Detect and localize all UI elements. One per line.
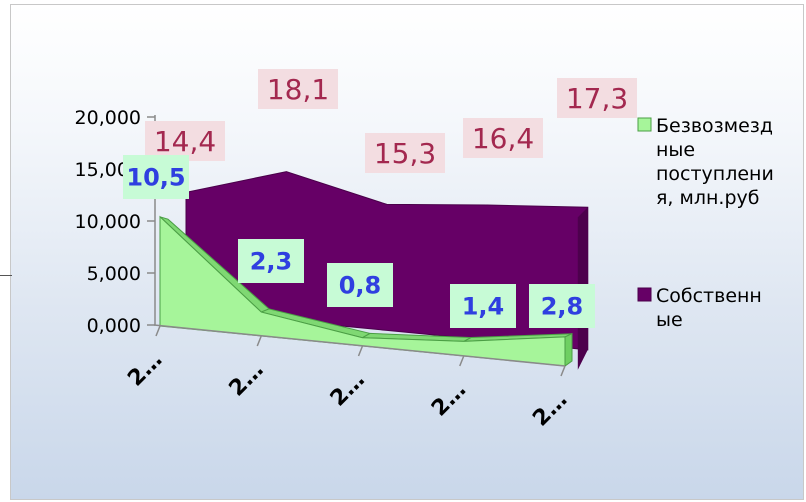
data-label-grant: 2,3 [250, 248, 293, 276]
data-label-grant-bg [123, 155, 189, 199]
data-label-grant: 10,5 [126, 164, 185, 192]
x-tick-label: 2… [427, 377, 471, 421]
y-tick-label: 5,000 [87, 263, 141, 285]
data-label-grant-bg [327, 263, 393, 307]
data-label-grant-bg [450, 284, 516, 328]
data-label-grant-bg [529, 284, 595, 328]
data-label-own-bg [365, 133, 445, 173]
data-label-own-bg [258, 69, 338, 109]
legend-label: я, млн.руб [656, 187, 759, 209]
legend-label: Собственн [656, 285, 762, 307]
y-tick-label: 20,000 [75, 107, 141, 129]
data-label-own-bg [145, 121, 225, 161]
data-label-grant: 2,8 [541, 293, 584, 321]
x-tick [256, 335, 262, 347]
data-label-own: 14,4 [154, 125, 216, 158]
x-tick [357, 345, 364, 357]
y-tick-label: 10,000 [75, 211, 141, 233]
data-label-own: 15,3 [374, 137, 436, 170]
data-label-own: 18,1 [267, 73, 329, 106]
x-axis-line [153, 324, 566, 367]
series-grant-side [564, 332, 573, 367]
x-tick-label: 2… [123, 347, 167, 391]
legend-label: ые [656, 309, 683, 331]
left-edge-line [0, 275, 12, 276]
y-tick-label: 0,000 [87, 315, 141, 337]
data-label-own: 16,4 [472, 122, 534, 155]
legend-label: Безвозмезд [656, 115, 773, 137]
data-label-grant: 1,4 [462, 293, 505, 321]
x-tick-label: 2… [326, 367, 370, 411]
data-label-grant-bg [238, 239, 304, 283]
legend-label: ные [656, 139, 695, 161]
x-tick-label: 2… [528, 387, 572, 431]
legend-swatch [637, 117, 652, 132]
data-label-own: 17,3 [566, 82, 628, 115]
data-label-own-bg [557, 78, 637, 118]
x-tick [459, 355, 465, 367]
legend-label: поступлени [656, 163, 774, 185]
legend-swatch [637, 287, 652, 302]
data-label-grant: 0,8 [339, 272, 382, 300]
data-label-own-bg [463, 118, 543, 158]
x-tick [560, 365, 566, 377]
x-tick [155, 325, 161, 337]
x-tick-label: 2… [225, 357, 269, 401]
